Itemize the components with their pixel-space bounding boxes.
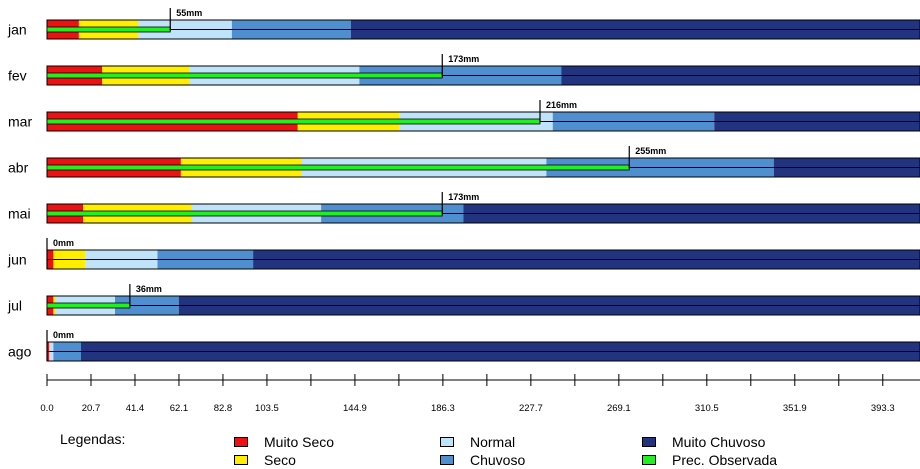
observed-label-mar: 216mm [546,100,577,110]
x-tick-label-0: 0.0 [40,403,53,414]
month-label-fev: fev [8,68,27,84]
month-label-jan: jan [7,22,27,38]
x-tick-label-8: 227.7 [519,403,543,414]
observed-bar-fev [46,72,443,79]
observed-label-jul: 36mm [136,284,162,294]
observed-bar-jul [46,302,131,309]
x-tick-label-5: 103.5 [255,403,279,414]
x-tick-label-12: 393.3 [871,403,895,414]
x-tick-label-7: 186.3 [431,403,455,414]
observed-label-abr: 255mm [635,146,666,156]
x-tick-label-10: 310.5 [695,403,719,414]
observed-label-jan: 55mm [176,8,202,18]
observed-bar-mar [46,118,541,125]
observed-label-jun: 0mm [53,238,74,248]
month-label-jul: jul [7,298,22,314]
month-label-mai: mai [8,206,31,222]
observed-bar-abr [46,164,630,171]
x-tick-label-6: 144.9 [343,403,367,414]
x-tick-label-11: 351.9 [783,403,807,414]
month-label-jun: jun [7,252,27,268]
observed-bar-jan [46,26,171,33]
x-tick-label-2: 41.4 [126,403,145,414]
observed-label-mai: 173mm [448,192,479,202]
x-tick-label-3: 62.1 [170,403,189,414]
month-label-ago: ago [8,344,32,360]
x-tick-label-9: 269.1 [607,403,631,414]
month-label-mar: mar [8,114,32,130]
month-label-abr: abr [8,160,29,176]
x-tick-label-1: 20.7 [82,403,101,414]
x-tick-label-4: 82.8 [214,403,233,414]
observed-bar-mai [46,210,443,217]
observed-label-ago: 0mm [53,330,74,340]
observed-label-fev: 173mm [448,54,479,64]
